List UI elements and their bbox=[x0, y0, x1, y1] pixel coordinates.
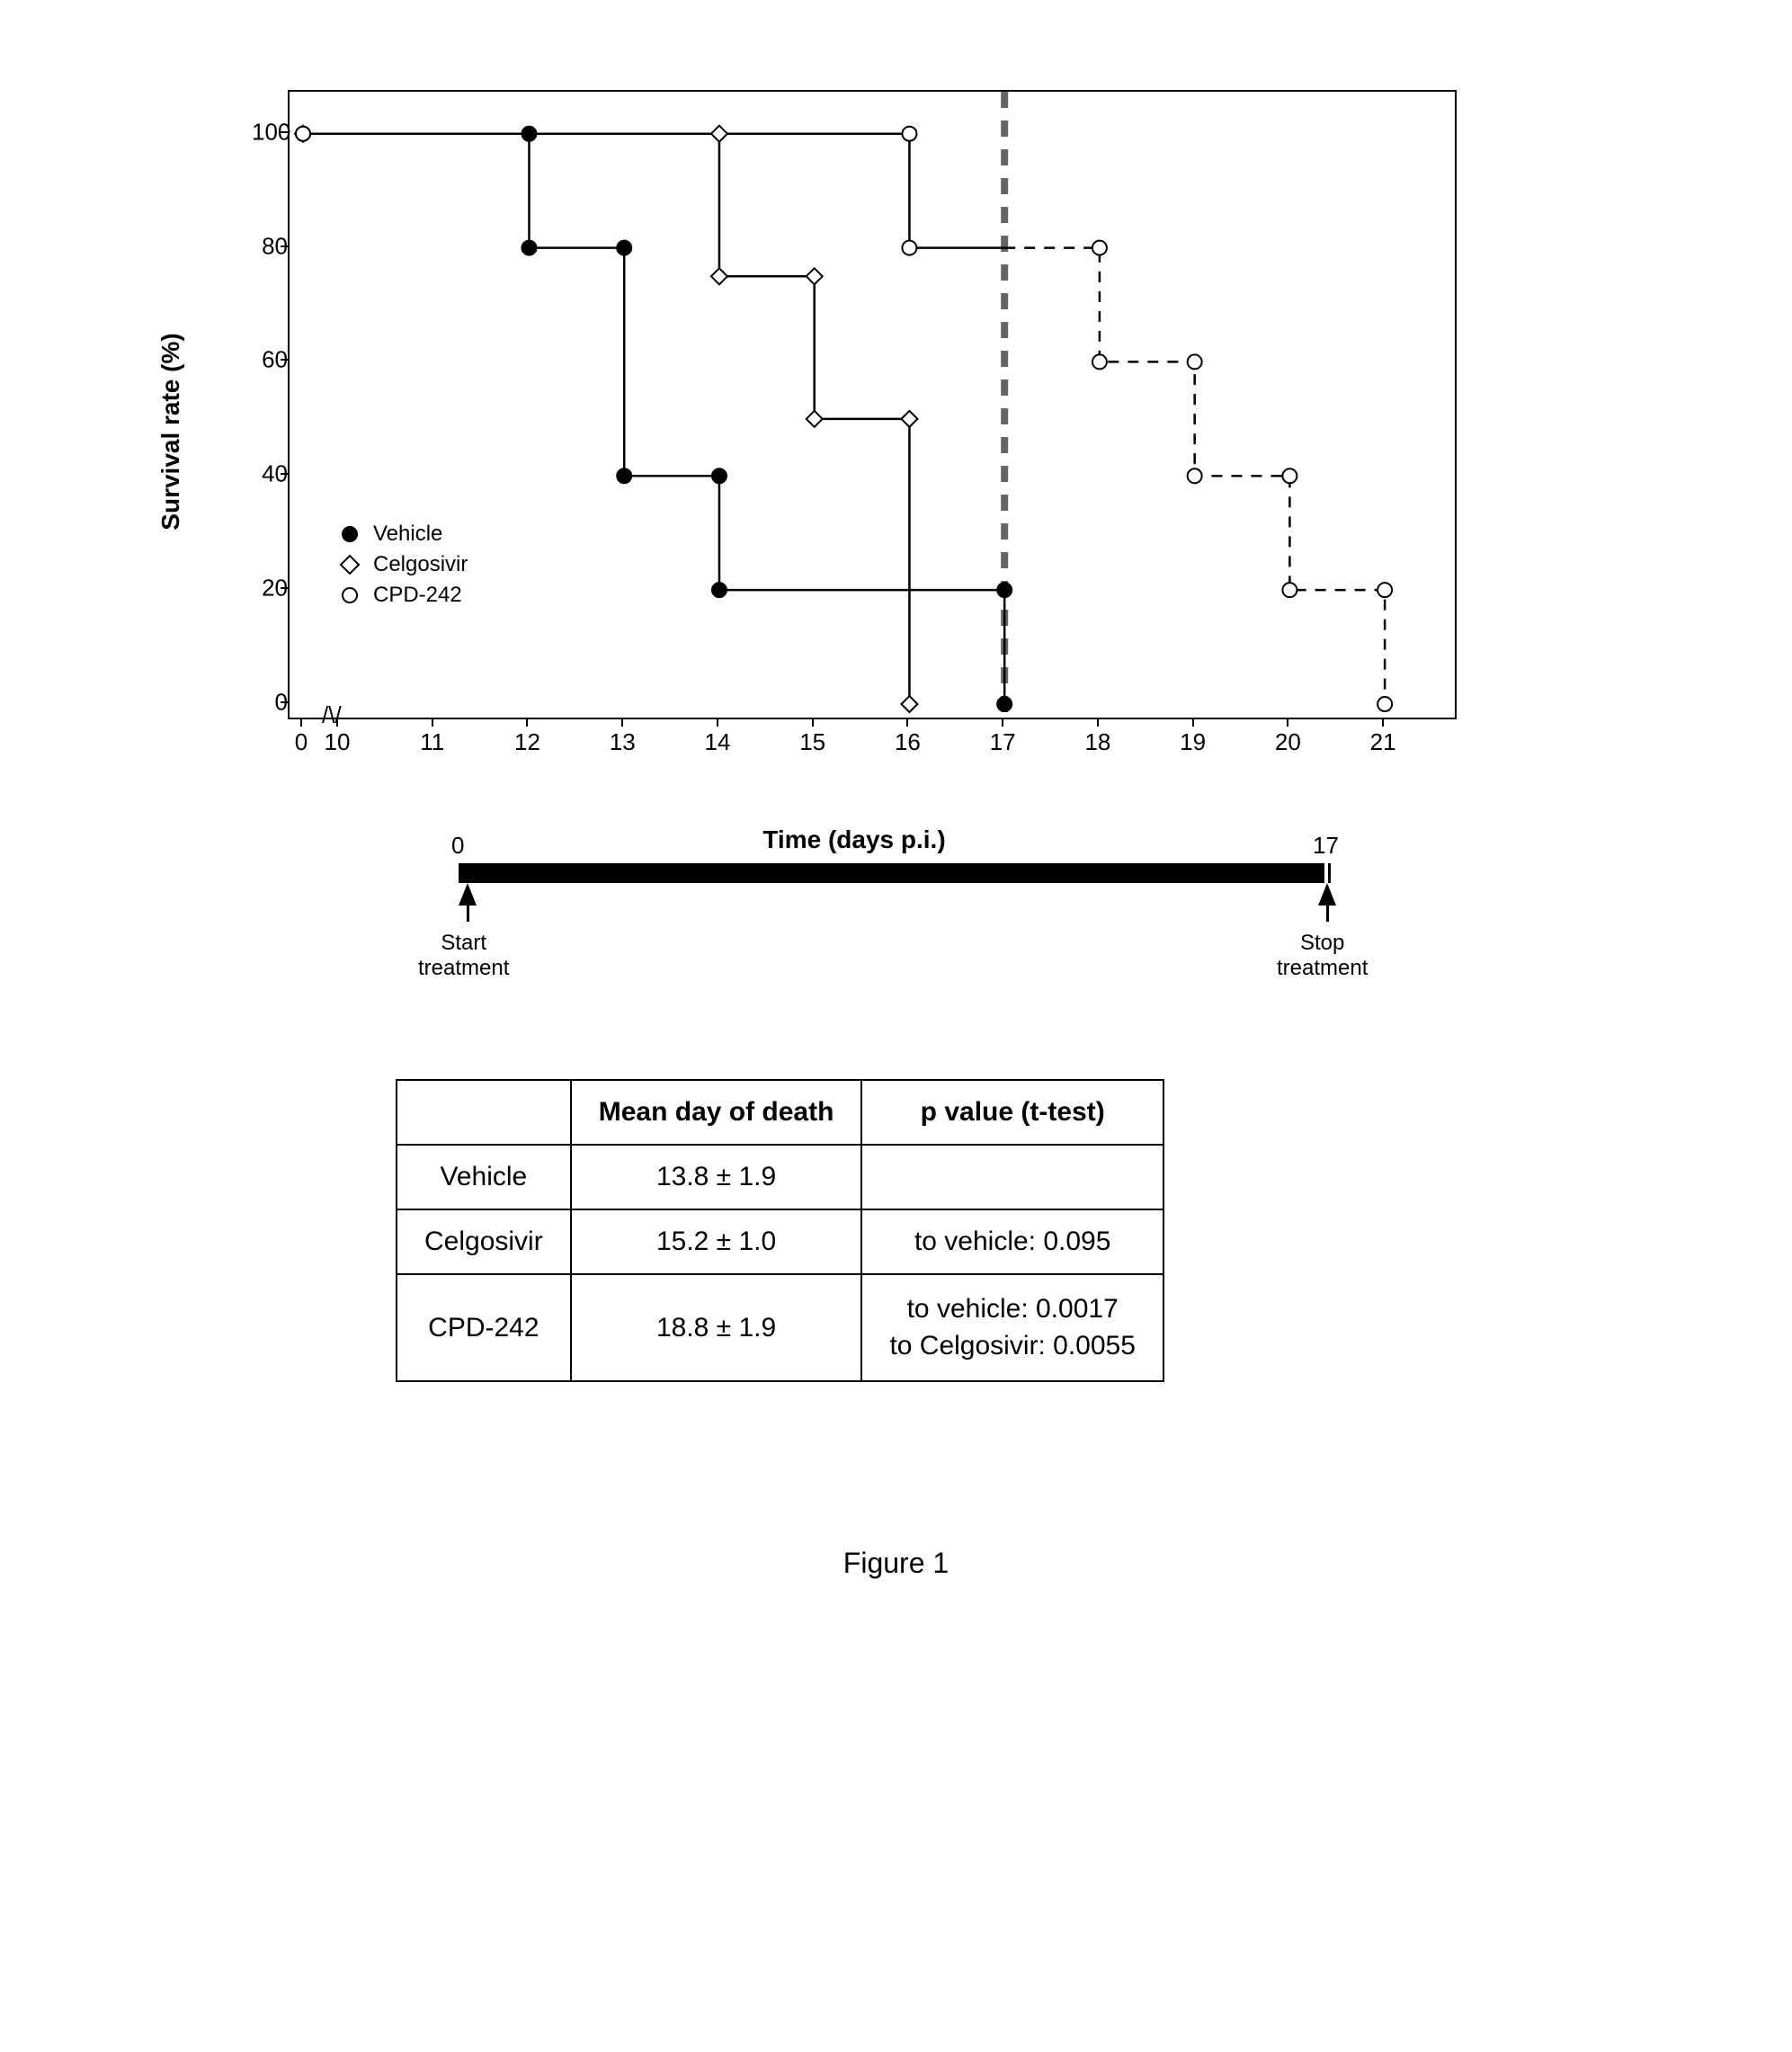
table-cell: to vehicle: 0.0017to Celgosivir: 0.0055 bbox=[861, 1274, 1163, 1381]
x-tick-label: 20 bbox=[1275, 728, 1301, 756]
x-tick-label: 11 bbox=[420, 728, 444, 756]
table-cell: CPD-242 bbox=[397, 1274, 571, 1381]
y-tick-mark bbox=[281, 473, 288, 475]
table-cell: 13.8 ± 1.9 bbox=[571, 1145, 862, 1209]
caption-line: Start bbox=[441, 931, 486, 955]
table-cell: to vehicle: 0.095 bbox=[861, 1209, 1163, 1274]
table-row: Vehicle 13.8 ± 1.9 bbox=[397, 1145, 1163, 1209]
table-header-cell: p value (t-test) bbox=[861, 1080, 1163, 1145]
timeline-bar bbox=[459, 863, 1322, 883]
legend-row: CPD-242 bbox=[337, 583, 468, 608]
y-tick-mark bbox=[281, 701, 288, 703]
start-caption: Start treatment bbox=[418, 931, 509, 981]
legend-label: Celgosivir bbox=[373, 552, 468, 577]
x-tick-mark bbox=[432, 719, 433, 727]
x-axis-label: Time (days p.i.) bbox=[762, 825, 945, 854]
table-row: Celgosivir 15.2 ± 1.0 to vehicle: 0.095 bbox=[397, 1209, 1163, 1274]
table-cell: 18.8 ± 1.9 bbox=[571, 1274, 862, 1381]
x-tick-mark bbox=[1097, 719, 1099, 727]
x-tick-mark bbox=[1287, 719, 1288, 727]
y-tick-mark bbox=[281, 587, 288, 589]
x-tick-label: 14 bbox=[704, 728, 730, 756]
x-tick-label: 21 bbox=[1370, 728, 1396, 756]
x-tick-mark bbox=[336, 719, 338, 727]
x-tick-label: 13 bbox=[610, 728, 636, 756]
arrow-up-icon bbox=[459, 883, 477, 906]
caption-line: treatment bbox=[1277, 956, 1368, 980]
table-cell: Vehicle bbox=[397, 1145, 571, 1209]
x-tick-mark bbox=[1382, 719, 1384, 727]
survival-chart: Survival rate (%) Time (days p.i.) /\/ V… bbox=[180, 72, 1529, 791]
x-tick-label: 19 bbox=[1180, 728, 1206, 756]
legend-label: CPD-242 bbox=[373, 583, 462, 608]
x-tick-label: 18 bbox=[1084, 728, 1110, 756]
x-tick-label: 17 bbox=[990, 728, 1016, 756]
open-circle-icon bbox=[337, 583, 362, 608]
x-tick-label: 16 bbox=[895, 728, 921, 756]
filled-circle-icon bbox=[337, 522, 362, 547]
stop-caption: Stop treatment bbox=[1277, 931, 1368, 981]
chart-wrapper: Survival rate (%) Time (days p.i.) /\/ V… bbox=[180, 72, 1529, 791]
legend-row: Celgosivir bbox=[337, 552, 468, 577]
table-row: CPD-242 18.8 ± 1.9 to vehicle: 0.0017to … bbox=[397, 1274, 1163, 1381]
x-tick-mark bbox=[621, 719, 623, 727]
table-cell bbox=[861, 1145, 1163, 1209]
table-header-cell: Mean day of death bbox=[571, 1080, 862, 1145]
table-header-cell bbox=[397, 1080, 571, 1145]
arrow-up-icon bbox=[1318, 883, 1336, 906]
open-diamond-icon bbox=[337, 552, 362, 577]
x-tick-mark bbox=[906, 719, 908, 727]
timeline-start-label: 0 bbox=[451, 832, 464, 860]
table-cell: 15.2 ± 1.0 bbox=[571, 1209, 862, 1274]
x-tick-label: 0 bbox=[295, 728, 308, 756]
x-tick-label: 12 bbox=[514, 728, 540, 756]
x-tick-mark bbox=[717, 719, 718, 727]
caption-line: treatment bbox=[418, 956, 509, 980]
y-axis-label: Survival rate (%) bbox=[156, 333, 185, 530]
y-tick-mark bbox=[281, 245, 288, 247]
figure-page: Survival rate (%) Time (days p.i.) /\/ V… bbox=[0, 0, 1792, 2052]
table-header-row: Mean day of death p value (t-test) bbox=[397, 1080, 1163, 1145]
plot-svg bbox=[290, 92, 1455, 718]
x-tick-mark bbox=[300, 719, 302, 727]
legend-label: Vehicle bbox=[373, 522, 442, 547]
treatment-timeline: 0 17 Start treatment Stop treatment bbox=[459, 863, 1466, 883]
table-cell: Celgosivir bbox=[397, 1209, 571, 1274]
plot-area bbox=[288, 90, 1457, 719]
x-tick-label: 10 bbox=[325, 728, 351, 756]
x-tick-mark bbox=[1192, 719, 1194, 727]
legend-row: Vehicle bbox=[337, 522, 468, 547]
x-tick-label: 15 bbox=[799, 728, 825, 756]
caption-line: Stop bbox=[1300, 931, 1344, 955]
y-tick-mark bbox=[281, 131, 288, 133]
legend: Vehicle Celgosivir CPD-242 bbox=[337, 522, 468, 613]
y-tick-mark bbox=[281, 359, 288, 361]
x-tick-mark bbox=[526, 719, 528, 727]
x-tick-mark bbox=[812, 719, 814, 727]
timeline-end-label: 17 bbox=[1313, 832, 1339, 860]
summary-table: Mean day of death p value (t-test) Vehic… bbox=[396, 1079, 1164, 1382]
figure-caption: Figure 1 bbox=[843, 1547, 949, 1580]
x-tick-mark bbox=[1002, 719, 1003, 727]
